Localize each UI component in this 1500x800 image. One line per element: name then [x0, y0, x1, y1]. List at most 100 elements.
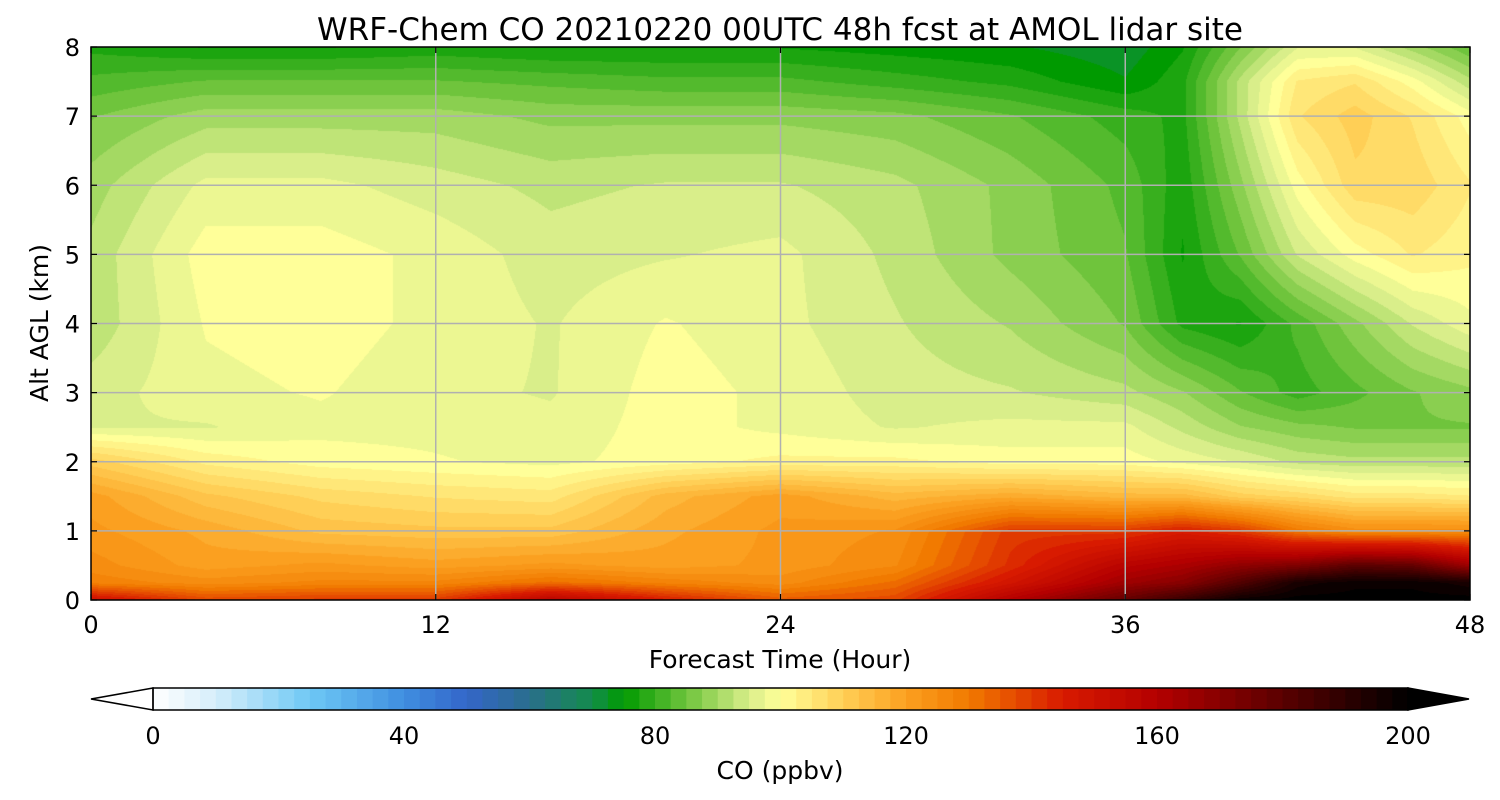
colorbar-swatch	[341, 688, 358, 710]
colorbar-segments	[153, 688, 1409, 710]
colorbar-swatch	[466, 688, 484, 710]
x-tick-label: 24	[765, 611, 796, 639]
colorbar-swatch	[639, 688, 656, 710]
colorbar-swatch	[294, 688, 311, 710]
colorbar-tick-label: 120	[883, 722, 929, 750]
colorbar-swatch	[592, 688, 609, 710]
colorbar-swatch	[1298, 688, 1315, 710]
colorbar-swatch	[937, 688, 954, 710]
colorbar-swatch	[827, 688, 844, 710]
y-tick-label: 4	[65, 311, 80, 339]
colorbar-swatch	[576, 688, 593, 710]
colorbar-swatch	[1329, 688, 1346, 710]
colorbar-swatch	[278, 688, 295, 710]
colorbar-swatch	[733, 688, 750, 710]
colorbar: 0 40 80 120 160 200 CO (ppbv)	[90, 687, 1470, 785]
colorbar-swatch	[451, 688, 468, 710]
colorbar-swatch	[1157, 688, 1174, 710]
colorbar-swatch	[607, 688, 625, 710]
colorbar-swatch	[1282, 688, 1299, 710]
colorbar-swatch	[623, 688, 640, 710]
colorbar-tick-label: 0	[145, 722, 160, 750]
colorbar-swatch	[1141, 688, 1158, 710]
colorbar-swatch	[404, 688, 421, 710]
colorbar-swatch	[247, 688, 264, 710]
y-tick-label: 0	[65, 587, 80, 615]
colorbar-swatch	[482, 688, 499, 710]
colorbar-swatch	[1376, 688, 1393, 710]
colorbar-swatch	[325, 688, 342, 710]
colorbar-swatch	[1360, 688, 1378, 710]
colorbar-swatch	[262, 688, 280, 710]
colorbar-swatch	[1345, 688, 1362, 710]
grid-lines	[91, 47, 1470, 600]
y-tick-label: 8	[65, 34, 80, 62]
colorbar-tick-label: 160	[1134, 722, 1180, 750]
colorbar-swatch	[1125, 688, 1142, 710]
colorbar-swatch	[1204, 688, 1221, 710]
colorbar-swatch	[1109, 688, 1127, 710]
colorbar-swatch	[215, 688, 233, 710]
colorbar-swatch	[1031, 688, 1048, 710]
x-tick-label: 0	[83, 611, 98, 639]
colorbar-swatch	[356, 688, 374, 710]
y-tick-label: 5	[65, 241, 80, 269]
colorbar-tick-label: 200	[1385, 722, 1431, 750]
colorbar-label: CO (ppbv)	[717, 756, 844, 785]
colorbar-swatch	[796, 688, 813, 710]
colorbar-swatch	[749, 688, 766, 710]
y-axis-label: Alt AGL (km)	[25, 244, 54, 402]
x-tick-label: 48	[1455, 611, 1486, 639]
colorbar-swatch	[968, 688, 986, 710]
x-axis-ticks: 0 12 24 36 48	[83, 47, 1485, 639]
colorbar-swatch	[874, 688, 891, 710]
colorbar-swatch	[1078, 688, 1095, 710]
colorbar-swatch	[984, 688, 1001, 710]
y-tick-label: 6	[65, 172, 80, 200]
colorbar-extend-high	[1407, 687, 1470, 711]
colorbar-swatch	[153, 688, 170, 710]
colorbar-swatch	[419, 688, 436, 710]
colorbar-swatch	[372, 688, 389, 710]
x-tick-label: 12	[420, 611, 451, 639]
colorbar-swatch	[686, 688, 703, 710]
colorbar-frame	[152, 687, 1409, 711]
colorbar-extend-low	[90, 687, 154, 711]
colorbar-swatch	[953, 688, 970, 710]
y-axis-ticks: 0 1 2 3 4 5 6 7 8	[65, 34, 1470, 615]
colorbar-swatch	[435, 688, 452, 710]
chart-title: WRF-Chem CO 20210220 00UTC 48h fcst at A…	[317, 12, 1243, 48]
colorbar-swatch	[388, 688, 405, 710]
colorbar-swatch	[1219, 688, 1237, 710]
colorbar-swatch	[1094, 688, 1111, 710]
colorbar-swatch	[184, 688, 201, 710]
colorbar-swatch	[670, 688, 687, 710]
colorbar-swatch	[1266, 688, 1284, 710]
colorbar-swatch	[1392, 688, 1409, 710]
colorbar-swatch	[1172, 688, 1189, 710]
colorbar-swatch	[780, 688, 797, 710]
colorbar-tick-label: 80	[640, 722, 671, 750]
colorbar-swatch	[1047, 688, 1064, 710]
colorbar-swatch	[858, 688, 876, 710]
colorbar-swatch	[560, 688, 578, 710]
colorbar-swatch	[200, 688, 217, 710]
colorbar-swatch	[843, 688, 860, 710]
colorbar-swatch	[921, 688, 938, 710]
colorbar-swatch	[764, 688, 782, 710]
y-tick-label: 2	[65, 449, 80, 477]
colorbar-swatch	[545, 688, 562, 710]
colorbar-swatch	[168, 688, 185, 710]
colorbar-swatch	[702, 688, 719, 710]
colorbar-swatch	[1015, 688, 1033, 710]
colorbar-swatch	[309, 688, 327, 710]
colorbar-swatch	[1313, 688, 1331, 710]
y-tick-label: 7	[65, 103, 80, 131]
colorbar-swatch	[1062, 688, 1080, 710]
colorbar-swatch	[231, 688, 248, 710]
y-tick-label: 3	[65, 380, 80, 408]
x-tick-label: 36	[1110, 611, 1141, 639]
colorbar-swatch	[513, 688, 531, 710]
colorbar-swatch	[1188, 688, 1205, 710]
